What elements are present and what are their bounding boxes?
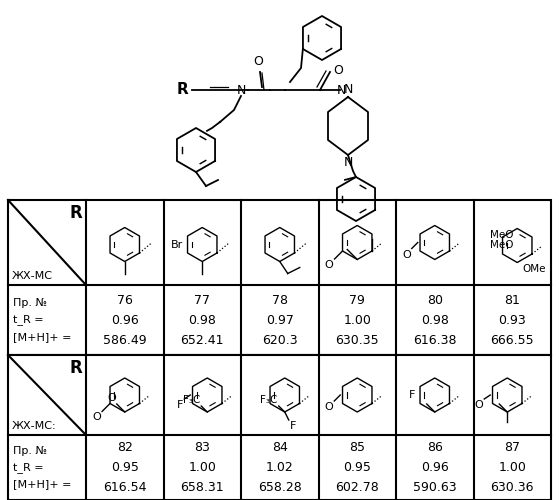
Text: MeO: MeO bbox=[490, 240, 514, 250]
Text: 82
0.95
616.54: 82 0.95 616.54 bbox=[103, 441, 146, 494]
Text: 83
1.00
658.31: 83 1.00 658.31 bbox=[181, 441, 224, 494]
Text: N: N bbox=[343, 83, 353, 96]
Text: O: O bbox=[402, 250, 411, 260]
Text: F: F bbox=[409, 390, 416, 400]
Text: F₃C: F₃C bbox=[260, 395, 278, 405]
Text: N: N bbox=[343, 156, 353, 169]
Text: MeO: MeO bbox=[490, 230, 514, 239]
Text: OMe: OMe bbox=[522, 264, 546, 274]
Text: ЖХ-МС: ЖХ-МС bbox=[12, 271, 53, 281]
Text: 80
0.98
616.38: 80 0.98 616.38 bbox=[413, 294, 457, 346]
Text: 77
0.98
652.41: 77 0.98 652.41 bbox=[181, 294, 224, 346]
Text: 78
0.97
620.3: 78 0.97 620.3 bbox=[262, 294, 297, 346]
Text: R: R bbox=[69, 359, 82, 377]
Text: 84
1.02
658.28: 84 1.02 658.28 bbox=[258, 441, 302, 494]
Text: O: O bbox=[325, 260, 334, 270]
Text: Пр. №
t_R =
[M+H]+ =: Пр. № t_R = [M+H]+ = bbox=[13, 446, 72, 490]
Text: O: O bbox=[475, 400, 483, 410]
Text: R: R bbox=[69, 204, 82, 222]
Text: N: N bbox=[236, 84, 246, 96]
Text: 86
0.96
590.63: 86 0.96 590.63 bbox=[413, 441, 457, 494]
Bar bbox=[8, 200, 551, 355]
Bar bbox=[8, 355, 551, 500]
Text: 87
1.00
630.36: 87 1.00 630.36 bbox=[490, 441, 534, 494]
Text: F₃C: F₃C bbox=[183, 395, 200, 405]
Text: 76
0.96
586.49: 76 0.96 586.49 bbox=[103, 294, 146, 346]
Text: O: O bbox=[325, 402, 333, 412]
Text: O: O bbox=[333, 64, 343, 76]
Text: O: O bbox=[92, 412, 101, 422]
Text: N: N bbox=[337, 84, 345, 96]
Text: 81
0.93
666.55: 81 0.93 666.55 bbox=[490, 294, 534, 346]
Text: O: O bbox=[107, 393, 116, 403]
Text: R: R bbox=[176, 82, 188, 98]
Text: ЖХ-МС:: ЖХ-МС: bbox=[12, 421, 56, 431]
Text: O: O bbox=[253, 55, 263, 68]
Text: F: F bbox=[290, 421, 296, 431]
Text: Пр. №
t_R =
[M+H]+ =: Пр. № t_R = [M+H]+ = bbox=[13, 298, 72, 342]
Text: 85
0.95
602.78: 85 0.95 602.78 bbox=[335, 441, 379, 494]
Text: Br: Br bbox=[171, 240, 183, 250]
Text: 79
1.00
630.35: 79 1.00 630.35 bbox=[335, 294, 379, 346]
Text: F: F bbox=[177, 400, 183, 410]
